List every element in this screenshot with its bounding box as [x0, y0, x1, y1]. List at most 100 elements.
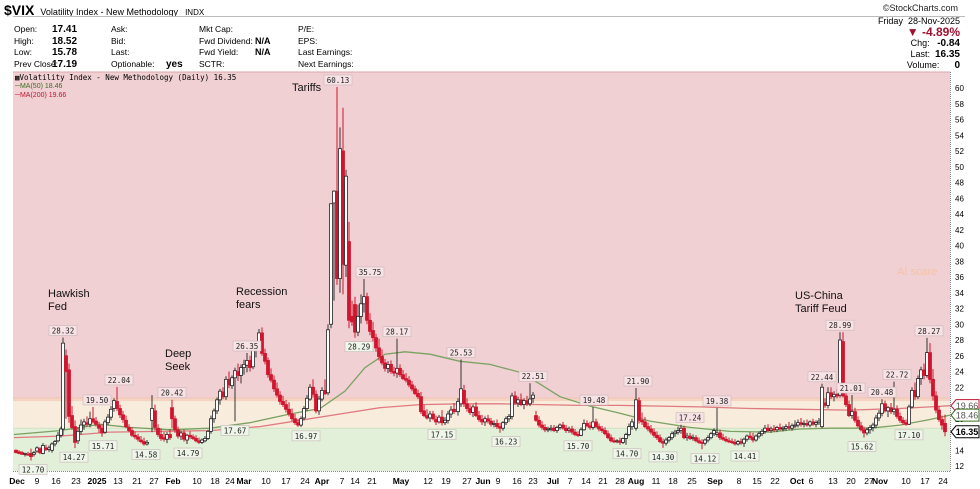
candle — [670, 431, 674, 441]
event-annotation: Deep Seek — [165, 348, 192, 373]
candle — [937, 406, 941, 422]
candle — [673, 429, 677, 437]
price-callout: 60.13 — [323, 74, 353, 86]
candle — [856, 416, 860, 428]
header-divider — [13, 16, 965, 17]
price-callout: 15.70 — [563, 440, 593, 452]
x-tick-label: 10 — [901, 476, 911, 486]
x-tick-label: Mar — [236, 476, 252, 486]
event-annotation: Recession fears — [236, 286, 288, 311]
candle — [624, 432, 628, 445]
candle — [50, 442, 54, 453]
x-tick-label: 27 — [462, 476, 472, 486]
candle — [443, 417, 447, 426]
candle — [130, 427, 134, 437]
candle — [781, 425, 785, 432]
volume-label: Volume: — [906, 60, 940, 70]
candle — [121, 410, 125, 423]
candle — [188, 431, 192, 440]
candle — [898, 412, 902, 423]
svg-text:15.70: 15.70 — [567, 442, 590, 451]
price-callout: 35.75 — [355, 266, 385, 278]
x-tick-label: 7 — [340, 476, 345, 486]
candle — [655, 431, 659, 441]
candle — [621, 437, 625, 444]
y-tick-label: 34 — [955, 289, 964, 298]
x-tick-label: 14 — [581, 476, 591, 486]
candle — [916, 375, 920, 400]
candle — [793, 420, 797, 429]
candle — [67, 363, 71, 423]
x-tick-label: 16 — [512, 476, 522, 486]
candle — [317, 395, 321, 415]
pe-label: P/E: — [298, 24, 315, 34]
svg-text:14.79: 14.79 — [177, 449, 200, 458]
candle — [853, 407, 857, 423]
candle — [504, 416, 508, 426]
svg-text:19.48: 19.48 — [583, 396, 606, 405]
candle — [136, 433, 140, 442]
candle — [266, 357, 270, 378]
candle — [64, 349, 68, 419]
candle — [594, 418, 598, 429]
candle — [302, 406, 306, 421]
candle — [173, 415, 177, 433]
price-callout: 22.04 — [104, 374, 134, 386]
candle — [600, 425, 604, 433]
price-callout: 21.90 — [623, 375, 653, 387]
candle — [239, 364, 243, 384]
volume-value: 0 — [954, 60, 960, 71]
candle — [109, 406, 113, 421]
candle — [859, 421, 863, 432]
price-callout: 17.15 — [427, 429, 457, 440]
candle — [32, 451, 36, 457]
candle — [70, 406, 74, 430]
svg-text:18.46: 18.46 — [956, 411, 979, 421]
change-label: Chg: — [910, 38, 930, 48]
candle — [757, 431, 761, 439]
candle — [377, 338, 381, 361]
candle — [156, 424, 160, 437]
candle — [194, 435, 198, 443]
chart-title: $VIX Volatility Index - New Methodology … — [4, 2, 204, 18]
x-tick-label: 18 — [668, 476, 678, 486]
candle — [709, 432, 713, 440]
x-tick-label: 10 — [192, 476, 202, 486]
candle — [326, 324, 330, 396]
candle — [582, 419, 586, 431]
x-tick-label: 23 — [71, 476, 81, 486]
candle — [865, 427, 869, 436]
candle — [209, 415, 213, 434]
candle — [212, 408, 216, 423]
candle — [263, 348, 267, 365]
legend-main: Volatility Index - New Methodology (Dail… — [19, 73, 237, 82]
last-trade-summary: Friday 28-Nov-2025 ▼ -4.89% Chg: -0.84 L… — [878, 16, 960, 71]
candle — [170, 399, 174, 429]
price-callout: 14.27 — [59, 451, 89, 463]
ma200-line — [13, 403, 951, 439]
x-tick-label: 20 — [846, 476, 856, 486]
candle — [305, 395, 309, 411]
quote-col-fundamentals: Mkt Cap: Fwd Dividend: N/A Fwd Yield: N/A … — [199, 24, 271, 70]
fwd-dividend-value: N/A — [255, 35, 271, 46]
candle — [275, 382, 279, 398]
candle — [465, 398, 469, 412]
candle — [284, 399, 288, 413]
x-tick-label: 21 — [598, 476, 608, 486]
candle — [528, 383, 532, 407]
candle — [446, 410, 450, 424]
candle — [682, 425, 686, 440]
y-tick-label: 22 — [955, 383, 964, 392]
candle — [826, 387, 830, 409]
y-tick-label: 14 — [955, 446, 964, 455]
candle — [724, 436, 728, 443]
svg-text:19.66: 19.66 — [956, 401, 979, 411]
price-callout: 28.27 — [914, 325, 944, 337]
low-label: Low: — [14, 47, 32, 57]
price-callout: 17.67 — [220, 425, 250, 436]
prev-close-value: 17.19 — [52, 58, 78, 70]
candle — [329, 203, 333, 329]
security-name: Volatility Index - New Methodology — [40, 7, 178, 17]
bid-label: Bid: — [111, 35, 126, 46]
